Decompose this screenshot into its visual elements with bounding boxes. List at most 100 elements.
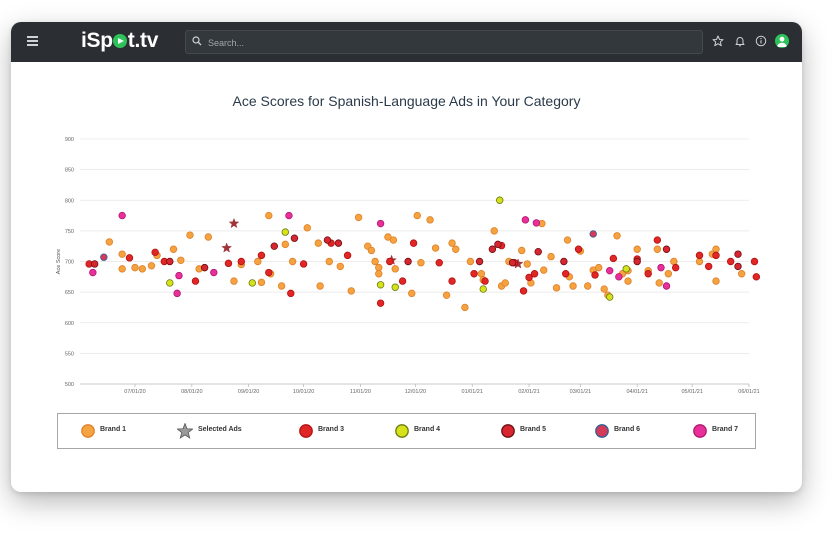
brand-3-point[interactable] xyxy=(609,254,618,263)
brand-3-point[interactable] xyxy=(299,260,308,268)
brand-3-point[interactable] xyxy=(704,262,713,271)
brand-7-point[interactable] xyxy=(89,268,97,277)
brand-1-point[interactable] xyxy=(138,265,147,273)
brand-3-point[interactable] xyxy=(481,277,489,285)
brand-1-point[interactable] xyxy=(375,270,383,278)
brand-3-point[interactable] xyxy=(519,287,528,295)
brand-1-point[interactable] xyxy=(655,279,663,287)
brand-1-point[interactable] xyxy=(105,238,114,246)
brand-1-point[interactable] xyxy=(204,233,213,241)
brand-4-point[interactable] xyxy=(166,279,174,287)
brand-7-point[interactable] xyxy=(521,216,530,224)
brand-1-point[interactable] xyxy=(670,257,678,266)
brand-1-point[interactable] xyxy=(664,270,673,278)
brand-1-point[interactable] xyxy=(452,245,460,253)
brand-6-point[interactable] xyxy=(100,253,108,261)
brand-3-point[interactable] xyxy=(376,299,385,307)
brand-3-point[interactable] xyxy=(125,254,134,262)
brand-1-point[interactable] xyxy=(477,270,486,278)
brand-1-point[interactable] xyxy=(281,240,289,249)
brand-1-point[interactable] xyxy=(417,259,425,267)
brand-4-point[interactable] xyxy=(391,283,399,291)
brand-1-point[interactable] xyxy=(695,257,704,266)
brand-1-point[interactable] xyxy=(384,233,392,241)
brand-1-point[interactable] xyxy=(584,282,592,290)
brand-1-point[interactable] xyxy=(501,279,509,287)
brand-3-point[interactable] xyxy=(470,270,478,278)
brand-1-point[interactable] xyxy=(547,252,555,261)
brand-1-point[interactable] xyxy=(712,277,720,285)
brand-5-point[interactable] xyxy=(560,257,568,266)
brand-7-point[interactable] xyxy=(615,273,623,281)
brand-3-point[interactable] xyxy=(257,251,266,260)
brand-3-point[interactable] xyxy=(151,248,159,257)
brand-1-point[interactable] xyxy=(131,263,139,272)
brand-1-point[interactable] xyxy=(466,257,475,266)
brand-1-point[interactable] xyxy=(230,277,238,285)
brand-7-point[interactable] xyxy=(175,271,183,280)
selected-ads-point[interactable] xyxy=(221,242,233,253)
brand-5-point[interactable] xyxy=(508,259,517,267)
brand-1-point[interactable] xyxy=(288,257,297,266)
search-input[interactable] xyxy=(206,33,690,53)
brand-1-point[interactable] xyxy=(624,277,632,285)
brand-1-point[interactable] xyxy=(431,244,440,252)
brand-3-point[interactable] xyxy=(237,257,245,266)
hamburger-icon[interactable] xyxy=(27,36,38,46)
brand-4-point[interactable] xyxy=(606,293,614,301)
brand-3-point[interactable] xyxy=(695,251,704,260)
star-icon[interactable] xyxy=(712,35,724,47)
brand-1-point[interactable] xyxy=(303,224,311,232)
brand-1-point[interactable] xyxy=(712,245,720,253)
brand-3-point[interactable] xyxy=(525,273,533,282)
brand-1-point[interactable] xyxy=(569,282,577,290)
bell-icon[interactable] xyxy=(734,35,746,47)
brand-1-point[interactable] xyxy=(325,257,333,266)
brand-1-point[interactable] xyxy=(737,270,746,278)
brand-1-point[interactable] xyxy=(442,291,451,299)
brand-3-point[interactable] xyxy=(435,259,443,267)
brand-3-point[interactable] xyxy=(726,257,735,266)
brand-3-point[interactable] xyxy=(591,271,599,279)
brand-5-point[interactable] xyxy=(534,247,542,256)
brand-3-point[interactable] xyxy=(671,263,680,272)
brand-1-point[interactable] xyxy=(371,257,379,266)
brand-3-point[interactable] xyxy=(398,277,407,285)
brand-1-point[interactable] xyxy=(389,236,398,244)
brand-4-point[interactable] xyxy=(496,196,504,204)
brand-3-point[interactable] xyxy=(224,259,233,268)
brand-1-point[interactable] xyxy=(413,211,421,220)
brand-7-point[interactable] xyxy=(118,211,126,220)
brand-1-point[interactable] xyxy=(118,250,126,258)
brand-1-point[interactable] xyxy=(354,213,363,222)
brand-1-point[interactable] xyxy=(613,232,621,240)
brand-4-point[interactable] xyxy=(622,265,630,273)
brand-3-point[interactable] xyxy=(530,270,539,278)
brand-1-point[interactable] xyxy=(563,236,572,244)
brand-5-point[interactable] xyxy=(494,240,502,249)
brand-5-point[interactable] xyxy=(404,257,412,266)
brand-5-point[interactable] xyxy=(323,236,332,244)
brand-5-point[interactable] xyxy=(90,260,99,268)
brand-4-point[interactable] xyxy=(248,279,256,287)
brand-1-point[interactable] xyxy=(347,287,355,295)
brand-3-point[interactable] xyxy=(409,239,418,247)
brand-4-point[interactable] xyxy=(479,285,487,293)
brand-7-point[interactable] xyxy=(376,219,385,228)
brand-6-point[interactable] xyxy=(589,230,597,238)
brand-1-point[interactable] xyxy=(177,256,185,264)
brand-1-point[interactable] xyxy=(147,262,156,270)
brand-1-point[interactable] xyxy=(367,246,376,255)
brand-1-point[interactable] xyxy=(118,265,126,273)
brand-3-point[interactable] xyxy=(287,289,295,298)
brand-5-point[interactable] xyxy=(334,239,343,247)
info-icon[interactable] xyxy=(755,35,767,47)
brand-7-point[interactable] xyxy=(532,219,541,227)
brand-1-point[interactable] xyxy=(518,246,526,255)
brand-7-point[interactable] xyxy=(210,268,218,277)
brand-3-point[interactable] xyxy=(343,251,352,260)
brand-3-point[interactable] xyxy=(644,270,652,278)
brand-5-point[interactable] xyxy=(200,263,209,272)
brand-1-point[interactable] xyxy=(633,245,641,253)
brand-3-point[interactable] xyxy=(653,236,662,244)
